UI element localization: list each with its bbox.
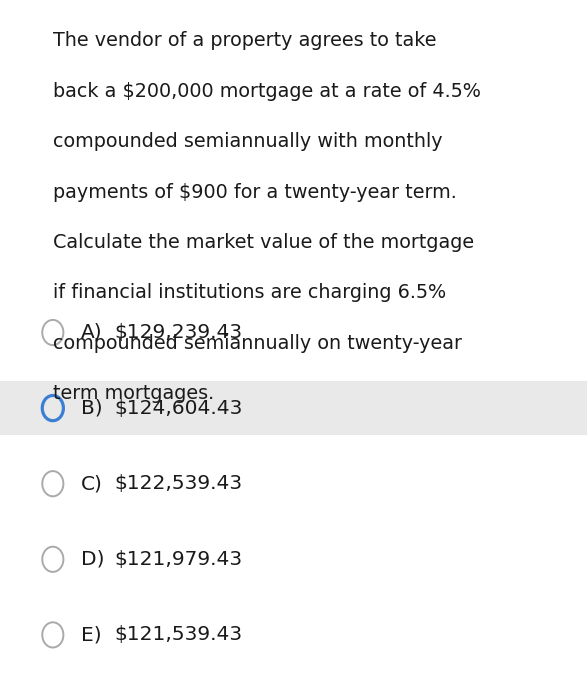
Text: The vendor of a property agrees to take: The vendor of a property agrees to take <box>53 32 436 50</box>
Text: $129,239.43: $129,239.43 <box>114 323 242 342</box>
Text: compounded semiannually on twenty-year: compounded semiannually on twenty-year <box>53 334 462 353</box>
Text: E): E) <box>81 625 102 645</box>
Text: compounded semiannually with monthly: compounded semiannually with monthly <box>53 132 443 151</box>
Text: payments of $900 for a twenty-year term.: payments of $900 for a twenty-year term. <box>53 183 457 202</box>
Text: term mortgages.: term mortgages. <box>53 384 214 403</box>
Text: $124,604.43: $124,604.43 <box>114 398 243 418</box>
Text: A): A) <box>81 323 103 342</box>
Text: D): D) <box>81 550 104 569</box>
FancyBboxPatch shape <box>0 382 587 435</box>
Text: back a $200,000 mortgage at a rate of 4.5%: back a $200,000 mortgage at a rate of 4.… <box>53 82 481 101</box>
Text: B): B) <box>81 398 103 418</box>
Text: C): C) <box>81 474 103 494</box>
Text: $122,539.43: $122,539.43 <box>114 474 242 494</box>
Text: Calculate the market value of the mortgage: Calculate the market value of the mortga… <box>53 233 474 252</box>
Text: $121,979.43: $121,979.43 <box>114 550 242 569</box>
Text: if financial institutions are charging 6.5%: if financial institutions are charging 6… <box>53 284 446 302</box>
Text: $121,539.43: $121,539.43 <box>114 625 242 645</box>
